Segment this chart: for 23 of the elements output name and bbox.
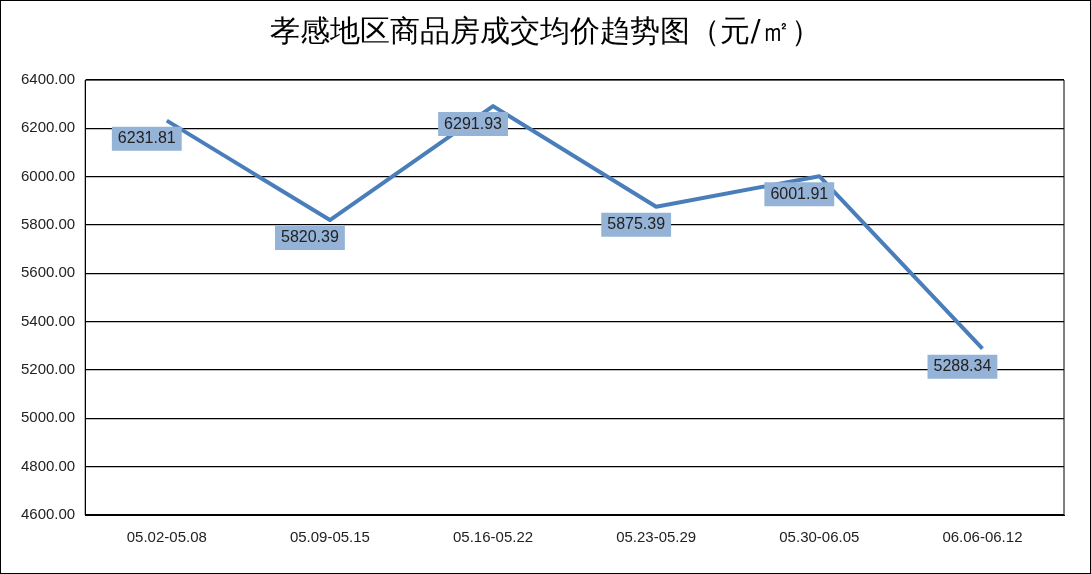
y-tick-label: 5800.00	[20, 215, 76, 233]
y-tick-label: 6200.00	[20, 118, 76, 136]
data-label: 5820.39	[280, 228, 339, 246]
x-tick-label: 05.16-05.22	[453, 528, 534, 546]
data-label: 6231.81	[117, 129, 176, 147]
data-label: 5288.34	[933, 357, 992, 375]
chart-title: 孝感地区商品房成交均价趋势图（元/㎡）	[269, 12, 822, 50]
y-tick-label: 6400.00	[20, 70, 76, 88]
x-tick-label: 05.23-05.29	[616, 528, 697, 546]
x-tick-label: 05.30-06.05	[779, 528, 860, 546]
y-tick-label: 4800.00	[20, 456, 76, 474]
y-tick-label: 5600.00	[20, 263, 76, 281]
y-tick-label: 5400.00	[20, 311, 76, 329]
data-label: 6001.91	[770, 184, 829, 202]
y-tick-label: 6000.00	[20, 166, 76, 184]
data-label: 6291.93	[444, 114, 503, 132]
y-tick-label: 4600.00	[20, 505, 76, 523]
y-tick-label: 5000.00	[20, 408, 76, 426]
data-label: 5875.39	[607, 215, 666, 233]
x-tick-label: 06.06-06.12	[942, 528, 1023, 546]
y-tick-label: 5200.00	[20, 360, 76, 378]
x-tick-label: 05.02-05.08	[126, 528, 207, 546]
x-tick-label: 05.09-05.15	[289, 528, 370, 546]
